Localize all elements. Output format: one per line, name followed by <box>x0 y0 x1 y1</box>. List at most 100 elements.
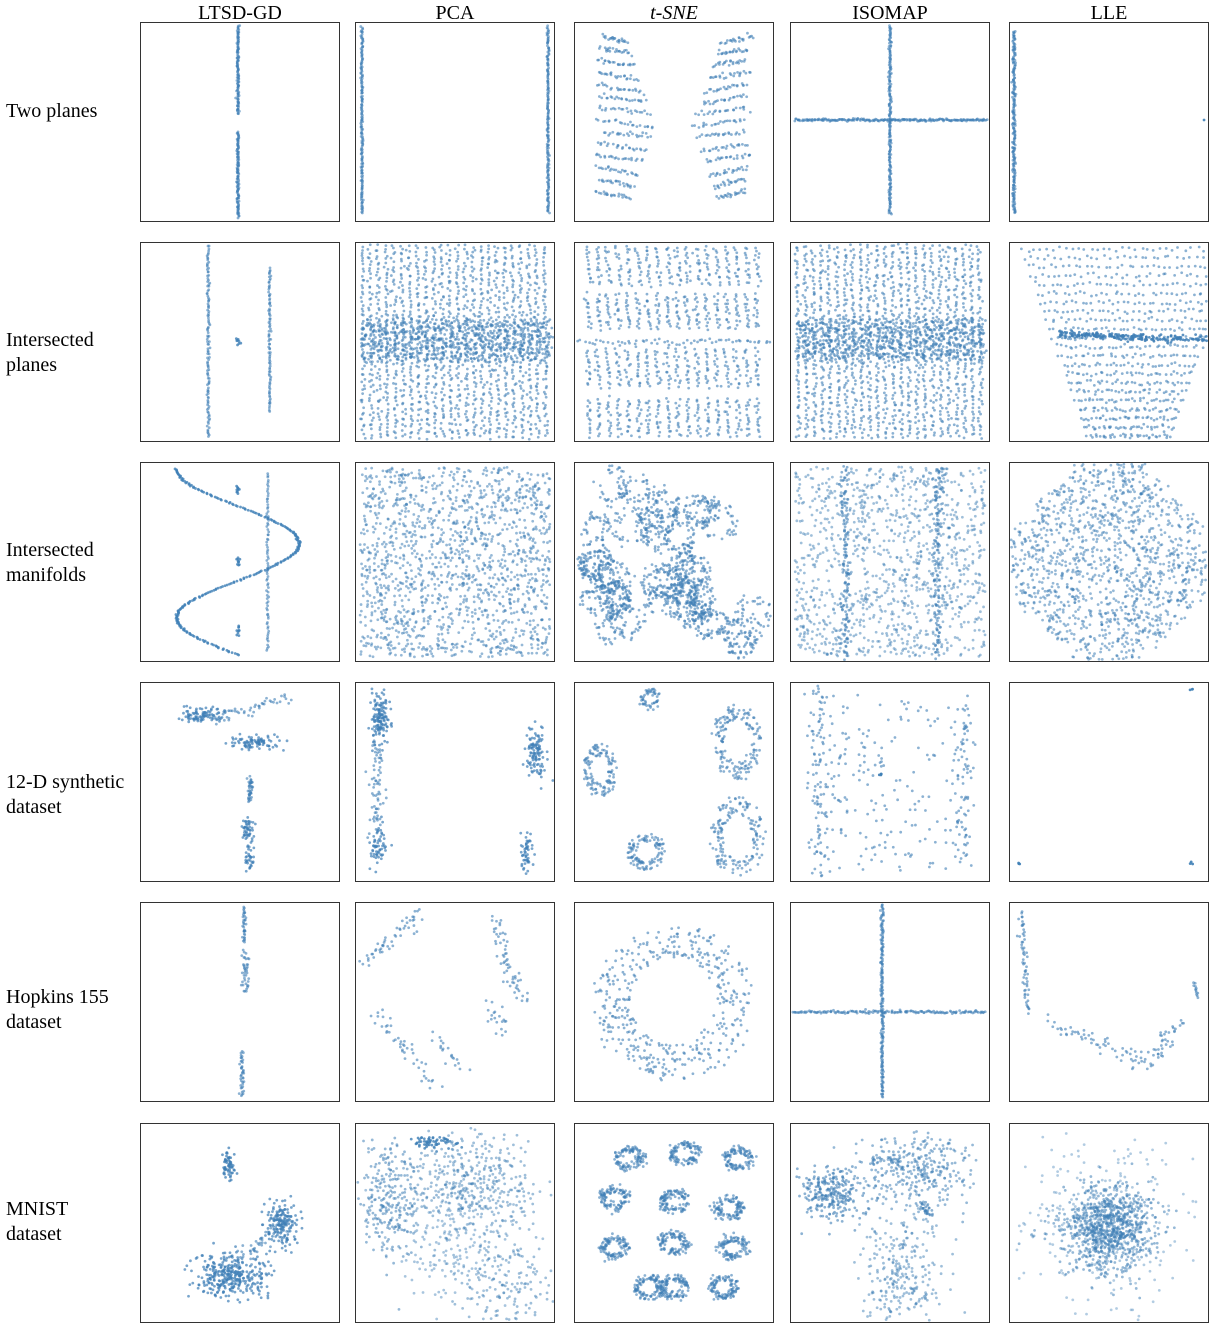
data-point <box>627 277 631 281</box>
data-point <box>398 296 402 300</box>
data-point <box>546 140 550 144</box>
data-point <box>439 329 443 332</box>
data-point <box>477 328 481 331</box>
data-point <box>620 432 624 436</box>
data-point <box>1011 61 1015 65</box>
data-point <box>604 107 608 110</box>
data-point <box>371 383 375 387</box>
data-point <box>360 30 364 34</box>
data-point <box>369 260 373 263</box>
data-point <box>454 356 458 360</box>
data-point <box>718 74 722 78</box>
data-point <box>519 387 523 390</box>
data-point <box>511 377 515 381</box>
data-point <box>447 315 451 319</box>
data-point <box>380 358 384 362</box>
data-point <box>529 423 533 426</box>
data-point <box>628 62 632 66</box>
data-point <box>445 341 448 345</box>
data-point <box>479 406 483 410</box>
point-cloud <box>234 24 242 220</box>
data-point <box>370 434 374 437</box>
data-point <box>385 398 388 402</box>
data-point <box>434 311 437 314</box>
data-point <box>717 197 721 200</box>
data-point <box>489 323 493 327</box>
data-point <box>597 153 601 157</box>
data-point <box>666 310 670 314</box>
data-point <box>416 361 419 364</box>
data-point <box>494 250 498 254</box>
data-point <box>450 389 454 393</box>
data-point <box>471 279 475 283</box>
data-point <box>677 425 681 429</box>
data-point <box>456 429 460 433</box>
data-point <box>444 319 448 322</box>
data-point <box>534 351 538 355</box>
data-point <box>705 158 709 161</box>
data-point <box>464 343 468 347</box>
data-point <box>544 308 547 312</box>
data-point <box>465 350 469 353</box>
data-point <box>588 401 592 405</box>
data-point <box>379 322 382 326</box>
data-point <box>536 435 540 439</box>
data-point <box>677 412 681 416</box>
data-point <box>483 346 486 349</box>
data-point <box>902 117 906 121</box>
data-point <box>205 268 209 271</box>
data-point <box>606 419 610 423</box>
data-point <box>456 265 460 268</box>
data-point <box>588 431 592 435</box>
data-point <box>368 285 372 289</box>
data-point <box>638 89 642 93</box>
data-point <box>207 432 210 436</box>
data-point <box>409 424 413 428</box>
data-point <box>415 319 419 323</box>
data-point <box>440 376 444 380</box>
data-point <box>624 48 628 52</box>
data-point <box>1013 81 1017 85</box>
data-point <box>397 286 401 290</box>
data-point <box>601 32 605 36</box>
data-point <box>531 348 535 351</box>
data-point <box>727 63 731 67</box>
data-point <box>409 303 413 307</box>
data-point <box>369 368 373 372</box>
data-point <box>400 328 404 332</box>
data-point <box>644 258 648 262</box>
data-point <box>385 305 389 309</box>
data-point <box>1011 200 1015 204</box>
data-point <box>666 408 670 412</box>
data-point <box>489 300 493 304</box>
data-point <box>437 275 441 279</box>
data-point <box>382 265 386 269</box>
data-point <box>487 404 491 407</box>
data-point <box>601 167 605 171</box>
data-point <box>1013 134 1017 138</box>
data-point <box>537 286 541 290</box>
data-point <box>492 334 496 338</box>
data-point <box>810 119 814 123</box>
data-point <box>490 396 494 400</box>
data-point <box>637 280 641 284</box>
data-point <box>639 270 643 274</box>
data-point <box>645 256 648 260</box>
data-point <box>425 377 429 381</box>
data-point <box>462 295 466 299</box>
data-point <box>386 377 389 381</box>
data-point <box>644 401 648 405</box>
data-point <box>606 401 610 404</box>
data-point <box>394 300 398 304</box>
data-point <box>626 294 629 298</box>
data-point <box>888 176 891 179</box>
data-point <box>386 373 390 377</box>
data-point <box>695 322 699 326</box>
data-point <box>594 354 597 358</box>
data-point <box>434 326 438 330</box>
data-point <box>269 304 272 308</box>
data-point <box>629 120 632 124</box>
data-point <box>635 147 639 151</box>
data-point <box>456 254 460 258</box>
data-point <box>424 325 428 329</box>
